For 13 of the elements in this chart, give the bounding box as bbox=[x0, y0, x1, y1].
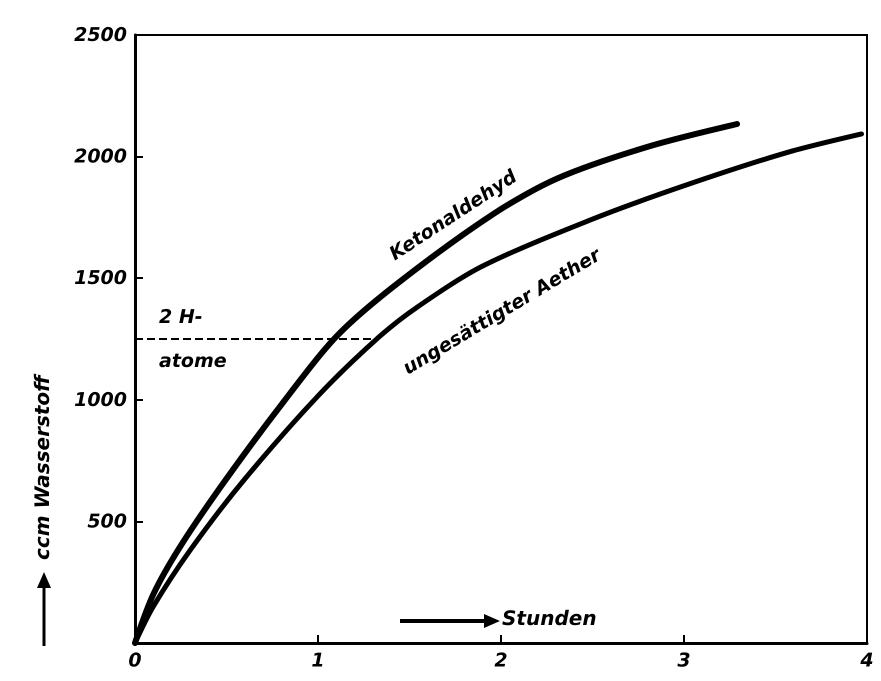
y-axis-title: ccm Wasserstoff bbox=[30, 372, 54, 560]
y-tick-label: 2500 bbox=[74, 24, 127, 46]
y-tick-label: 1500 bbox=[74, 267, 127, 290]
x-tick-label: 1 bbox=[311, 650, 325, 672]
x-axis-title: Stunden bbox=[502, 606, 597, 630]
y-tick-label: 1000 bbox=[74, 388, 127, 411]
x-tick-label: 0 bbox=[128, 650, 142, 672]
y-tick-label: 2000 bbox=[74, 146, 127, 168]
y-tick-label: 500 bbox=[87, 510, 127, 532]
x-tick-label: 3 bbox=[677, 650, 691, 672]
x-tick-label: 2 bbox=[494, 650, 508, 672]
ref-line-label: 2 H- atome bbox=[159, 306, 227, 372]
x-tick-label: 4 bbox=[859, 650, 874, 672]
